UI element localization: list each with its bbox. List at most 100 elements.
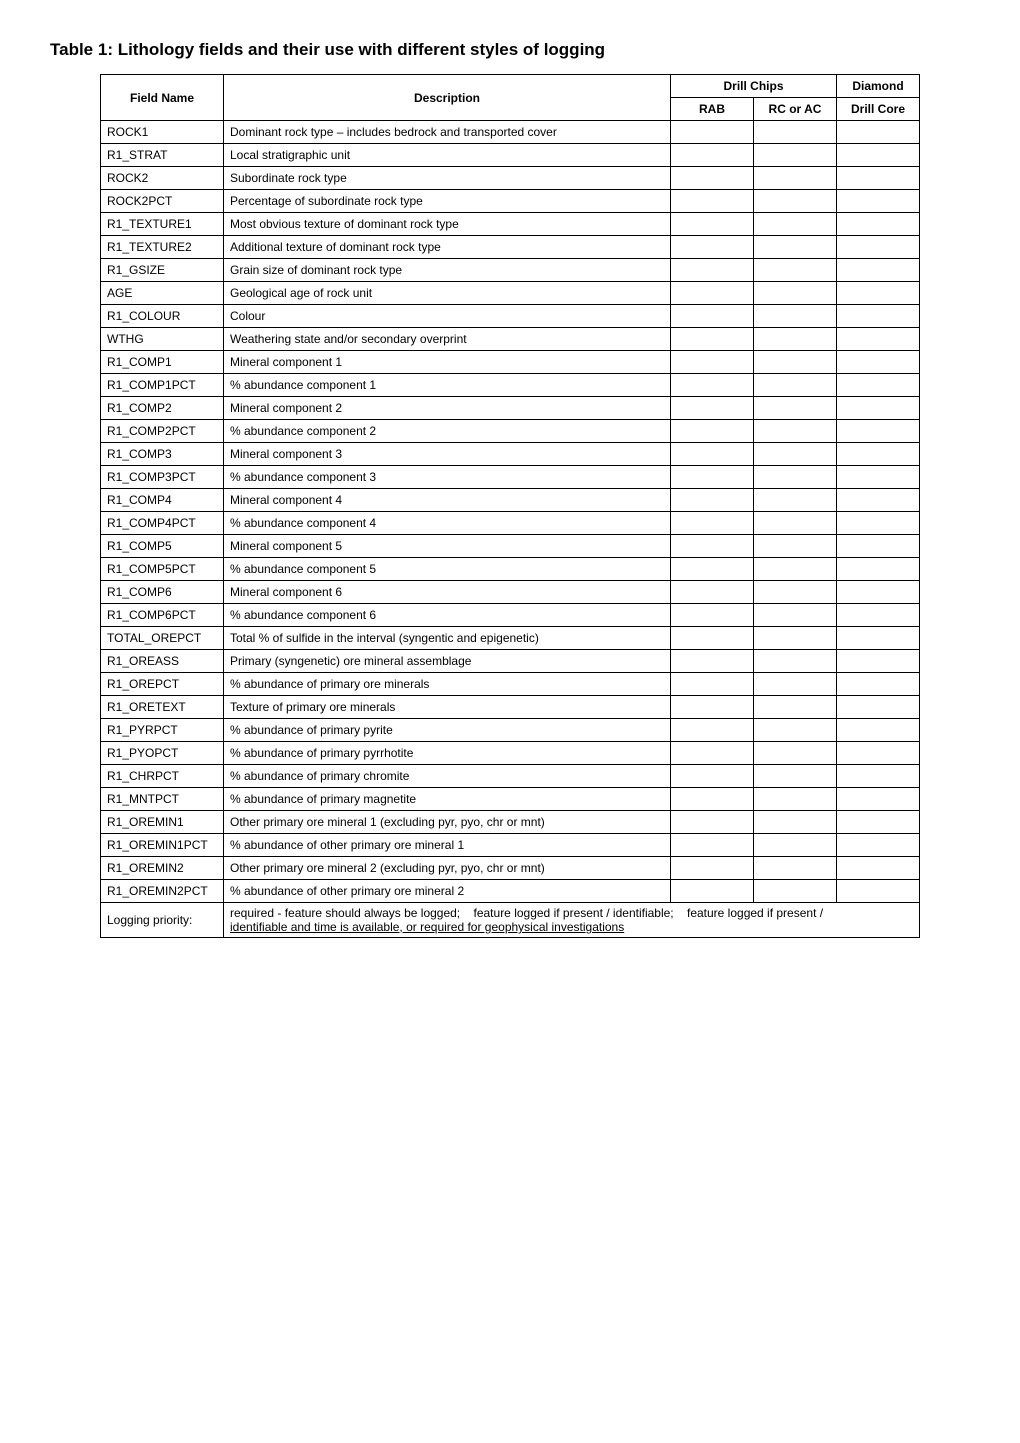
empty-cell [837,650,920,673]
empty-cell [837,604,920,627]
empty-cell [837,328,920,351]
description-cell: Total % of sulfide in the interval (syng… [224,627,671,650]
footer-label-cell: Logging priority: [101,903,224,938]
empty-cell [754,190,837,213]
field-name-cell: R1_PYRPCT [101,719,224,742]
empty-cell [754,788,837,811]
empty-cell [671,719,754,742]
table-row: R1_OREASSPrimary (syngenetic) ore minera… [101,650,920,673]
field-name-cell: TOTAL_OREPCT [101,627,224,650]
empty-cell [754,811,837,834]
field-name-cell: R1_STRAT [101,144,224,167]
description-cell: % abundance component 5 [224,558,671,581]
empty-cell [837,535,920,558]
field-name-cell: R1_COMP4PCT [101,512,224,535]
table-row: AGEGeological age of rock unit [101,282,920,305]
empty-cell [754,581,837,604]
field-name-cell: R1_TEXTURE1 [101,213,224,236]
empty-cell [837,765,920,788]
empty-cell [754,466,837,489]
empty-cell [671,121,754,144]
empty-cell [671,282,754,305]
field-name-cell: R1_COMP4 [101,489,224,512]
empty-cell [671,144,754,167]
field-name-cell: R1_PYOPCT [101,742,224,765]
empty-cell [671,351,754,374]
empty-cell [837,144,920,167]
field-name-cell: R1_OREMIN2 [101,857,224,880]
empty-cell [754,305,837,328]
field-name-cell: R1_OREMIN2PCT [101,880,224,903]
empty-cell [754,374,837,397]
field-name-cell: WTHG [101,328,224,351]
empty-cell [754,512,837,535]
table-row: R1_COMP6PCT% abundance component 6 [101,604,920,627]
field-name-cell: R1_GSIZE [101,259,224,282]
table-row: R1_STRATLocal stratigraphic unit [101,144,920,167]
empty-cell [671,742,754,765]
table-row: R1_TEXTURE1Most obvious texture of domin… [101,213,920,236]
lithology-table: Field Name Description Drill Chips Diamo… [100,74,920,938]
empty-cell [837,397,920,420]
table-row: R1_COMP5Mineral component 5 [101,535,920,558]
table-row: R1_OREPCT% abundance of primary ore mine… [101,673,920,696]
description-cell: % abundance component 3 [224,466,671,489]
description-cell: Geological age of rock unit [224,282,671,305]
description-cell: % abundance of primary magnetite [224,788,671,811]
table-row: R1_OREMIN1PCT% abundance of other primar… [101,834,920,857]
footer-text-required: required - feature should always be logg… [230,906,460,920]
empty-cell [754,236,837,259]
empty-cell [671,443,754,466]
table-row: R1_COLOURColour [101,305,920,328]
empty-cell [754,650,837,673]
field-name-cell: R1_COMP3PCT [101,466,224,489]
empty-cell [837,351,920,374]
description-cell: Mineral component 1 [224,351,671,374]
description-cell: Grain size of dominant rock type [224,259,671,282]
empty-cell [837,673,920,696]
table-row: TOTAL_OREPCTTotal % of sulfide in the in… [101,627,920,650]
table-row: R1_OREMIN1Other primary ore mineral 1 (e… [101,811,920,834]
empty-cell [671,259,754,282]
empty-cell [837,236,920,259]
description-cell: % abundance component 1 [224,374,671,397]
empty-cell [837,512,920,535]
empty-cell [754,213,837,236]
empty-cell [754,880,837,903]
description-cell: Most obvious texture of dominant rock ty… [224,213,671,236]
empty-cell [754,765,837,788]
description-cell: % abundance of other primary ore mineral… [224,834,671,857]
empty-cell [837,788,920,811]
empty-cell [671,167,754,190]
empty-cell [754,397,837,420]
field-name-cell: R1_OREMIN1 [101,811,224,834]
table-row: R1_PYRPCT% abundance of primary pyrite [101,719,920,742]
table-row: ROCK2Subordinate rock type [101,167,920,190]
header-rab: RAB [671,98,754,121]
footer-row: Logging priority: required - feature shou… [101,903,920,938]
table-row: R1_CHRPCT% abundance of primary chromite [101,765,920,788]
empty-cell [837,466,920,489]
description-cell: % abundance component 2 [224,420,671,443]
field-name-cell: ROCK2PCT [101,190,224,213]
description-cell: % abundance component 4 [224,512,671,535]
footer-text-present: feature logged if present / [687,906,823,920]
description-cell: % abundance of primary chromite [224,765,671,788]
table-row: R1_COMP1PCT% abundance component 1 [101,374,920,397]
field-name-cell: ROCK2 [101,167,224,190]
table-row: R1_OREMIN2PCT% abundance of other primar… [101,880,920,903]
empty-cell [671,512,754,535]
footer-text-line2: identifiable and time is available, or r… [230,920,624,934]
empty-cell [837,834,920,857]
table-row: R1_COMP2PCT% abundance component 2 [101,420,920,443]
empty-cell [754,328,837,351]
field-name-cell: R1_COMP2PCT [101,420,224,443]
empty-cell [837,121,920,144]
field-name-cell: ROCK1 [101,121,224,144]
empty-cell [671,650,754,673]
table-row: R1_OREMIN2Other primary ore mineral 2 (e… [101,857,920,880]
empty-cell [671,213,754,236]
field-name-cell: R1_OREASS [101,650,224,673]
field-name-cell: R1_MNTPCT [101,788,224,811]
table-row: R1_COMP2Mineral component 2 [101,397,920,420]
